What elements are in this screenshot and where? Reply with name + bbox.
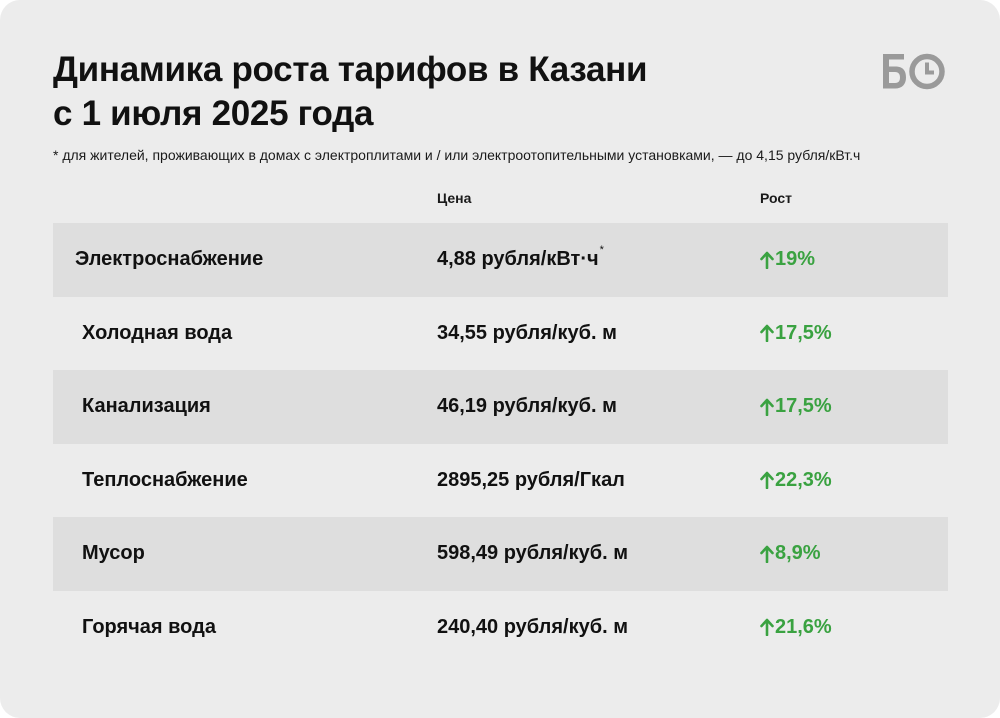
page-title: Динамика роста тарифов в Казани с 1 июля… — [53, 48, 813, 136]
row-growth: 22,3% — [760, 469, 832, 492]
column-header-growth: Рост — [760, 190, 792, 206]
row-growth: 21,6% — [760, 616, 832, 639]
row-growth: 17,5% — [760, 322, 832, 345]
row-name: Горячая вода — [82, 615, 216, 638]
row-growth-value: 21,6% — [775, 615, 832, 638]
row-growth-value: 17,5% — [775, 395, 832, 418]
title-line-1: Динамика роста тарифов в Казани — [53, 50, 648, 89]
row-price: 2895,25 рубля/Гкал — [437, 468, 625, 491]
table-row: Теплоснабжение 2895,25 рубля/Гкал 22,3% — [53, 444, 948, 518]
row-name: Мусор — [82, 542, 145, 565]
title-line-2: с 1 июля 2025 года — [53, 94, 374, 133]
table-row: Горячая вода 240,40 рубля/куб. м 21,6% — [53, 591, 948, 665]
row-growth-value: 22,3% — [775, 468, 832, 491]
arrow-up-icon — [760, 545, 774, 563]
row-name: Холодная вода — [82, 321, 233, 344]
row-growth: 17,5% — [760, 395, 832, 418]
arrow-up-icon — [760, 251, 774, 269]
table-row: Электроснабжение 4,88 рубля/кВт·ч* 19% — [53, 223, 948, 297]
arrow-up-icon — [760, 398, 774, 416]
column-header-price: Цена — [437, 190, 472, 206]
table-row: Канализация 46,19 рубля/куб. м 17,5% — [53, 370, 948, 444]
row-name: Теплоснабжение — [82, 468, 248, 491]
row-price: 240,40 рубля/куб. м — [437, 615, 628, 638]
row-growth-value: 19% — [775, 248, 816, 271]
row-growth: 8,9% — [760, 542, 821, 565]
row-growth-value: 17,5% — [775, 321, 832, 344]
row-price: 4,88 рубля/кВт·ч* — [437, 244, 604, 271]
arrow-up-icon — [760, 471, 774, 490]
footnote-mark: * — [599, 244, 604, 257]
row-price: 598,49 рубля/куб. м — [437, 542, 628, 565]
row-price: 46,19 рубля/куб. м — [437, 395, 617, 418]
row-price: 34,55 рубля/куб. м — [437, 321, 617, 344]
row-growth: 19% — [760, 248, 815, 271]
arrow-up-icon — [760, 618, 774, 637]
row-name: Электроснабжение — [75, 248, 264, 271]
arrow-up-icon — [760, 324, 774, 343]
tariff-table: Электроснабжение 4,88 рубля/кВт·ч* 19% Х… — [53, 223, 948, 664]
row-price-value: 4,88 рубля/кВт·ч — [437, 248, 599, 271]
row-growth-value: 8,9% — [775, 542, 821, 565]
bo-logo-icon: БО — [883, 53, 945, 90]
table-row: Холодная вода 34,55 рубля/куб. м 17,5% — [53, 297, 948, 371]
table-row: Мусор 598,49 рубля/куб. м 8,9% — [53, 517, 948, 591]
row-name: Канализация — [82, 395, 211, 418]
footnote: * для жителей, проживающих в домах с эле… — [53, 147, 861, 163]
